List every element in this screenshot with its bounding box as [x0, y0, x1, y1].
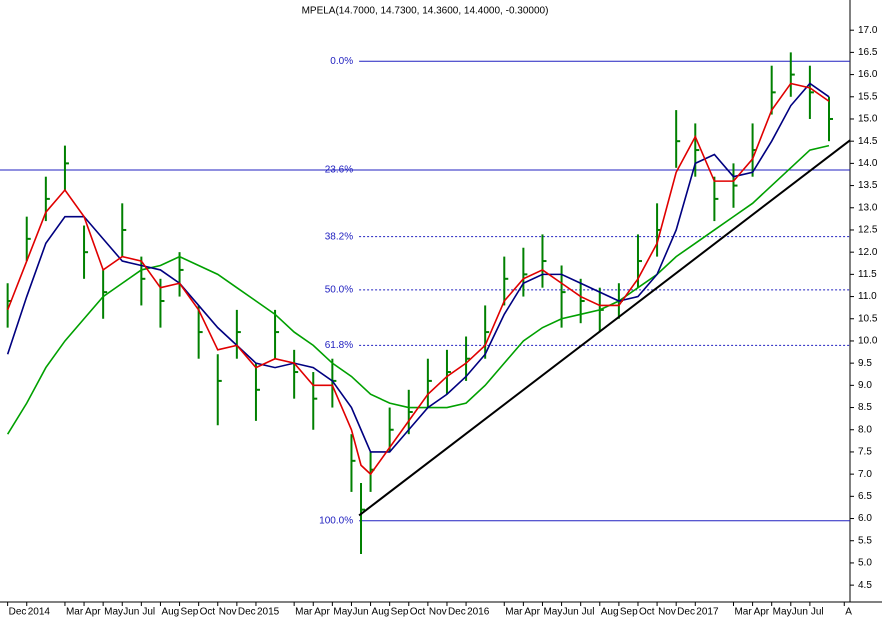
- y-tick-label: 9.5: [858, 358, 872, 369]
- x-tick-label: Apr: [524, 607, 540, 618]
- y-tick-label: 6.5: [858, 491, 872, 502]
- y-tick-label: 16.5: [858, 47, 878, 58]
- y-tick-label: 13.5: [858, 180, 878, 191]
- x-tick-label: 2017: [696, 607, 719, 618]
- y-tick-label: 6.0: [858, 513, 872, 524]
- y-tick-label: 15.0: [858, 114, 878, 125]
- y-tick-label: 7.0: [858, 469, 872, 480]
- y-tick-label: 12.0: [858, 247, 878, 258]
- x-tick-label: Dec: [9, 607, 27, 618]
- y-tick-label: 11.0: [858, 291, 877, 302]
- trend-line: [358, 139, 851, 517]
- x-tick-label: Aug: [372, 607, 390, 618]
- x-tick-label: Apr: [754, 607, 770, 618]
- y-tick-label: 7.5: [858, 447, 872, 458]
- fib-label: 0.0%: [330, 56, 353, 67]
- x-tick-label: Mar: [505, 607, 523, 618]
- x-tick-label: Mar: [295, 607, 313, 618]
- x-tick-label: Jun: [563, 607, 579, 618]
- fib-label: 100.0%: [319, 515, 353, 526]
- fib-label: 61.8%: [325, 340, 353, 351]
- y-tick-label: 14.5: [858, 136, 878, 147]
- x-tick-label: Mar: [734, 607, 752, 618]
- x-tick-label: Jun: [352, 607, 368, 618]
- x-tick-label: Oct: [639, 607, 655, 618]
- x-tick-label: Jul: [811, 607, 824, 618]
- x-tick-label: Jul: [582, 607, 595, 618]
- x-tick-label: Sep: [620, 607, 638, 618]
- x-tick-label: Oct: [410, 607, 426, 618]
- moving-average: [6, 144, 830, 435]
- y-tick-label: 4.5: [858, 580, 872, 591]
- x-tick-label: Nov: [429, 607, 447, 618]
- fib-label: 50.0%: [325, 285, 353, 296]
- fib-label: 38.2%: [325, 231, 353, 242]
- x-tick-label: Dec: [448, 607, 466, 618]
- x-tick-label: A: [845, 607, 852, 618]
- y-tick-label: 5.0: [858, 558, 872, 569]
- y-tick-label: 16.0: [858, 69, 878, 80]
- x-tick-label: Jun: [792, 607, 808, 618]
- x-tick-label: Apr: [314, 607, 330, 618]
- x-tick-label: Dec: [238, 607, 256, 618]
- x-tick-label: Aug: [161, 607, 179, 618]
- y-tick-label: 9.0: [858, 380, 872, 391]
- y-tick-label: 10.5: [858, 313, 878, 324]
- x-tick-label: 2015: [257, 607, 280, 618]
- y-tick-label: 14.0: [858, 158, 878, 169]
- x-tick-label: Mar: [66, 607, 84, 618]
- x-tick-label: May: [104, 607, 123, 618]
- chart-title: MPELA(14.7000, 14.7300, 14.3600, 14.4000…: [302, 6, 549, 17]
- moving-average: [6, 82, 830, 476]
- y-tick-label: 17.0: [858, 25, 878, 36]
- x-tick-label: Jul: [142, 607, 155, 618]
- x-tick-label: May: [773, 607, 792, 618]
- x-tick-label: Oct: [200, 607, 216, 618]
- x-tick-label: May: [333, 607, 352, 618]
- y-tick-label: 8.0: [858, 424, 872, 435]
- x-tick-label: May: [543, 607, 562, 618]
- x-tick-label: Dec: [677, 607, 695, 618]
- x-tick-label: 2014: [28, 607, 51, 618]
- x-tick-label: Nov: [219, 607, 237, 618]
- x-tick-label: Sep: [181, 607, 199, 618]
- y-tick-label: 11.5: [858, 269, 877, 280]
- y-tick-label: 10.0: [858, 336, 878, 347]
- x-tick-label: Apr: [85, 607, 101, 618]
- y-tick-label: 15.5: [858, 91, 878, 102]
- x-tick-label: Aug: [601, 607, 619, 618]
- x-tick-label: Jun: [123, 607, 139, 618]
- y-tick-label: 12.5: [858, 225, 878, 236]
- x-tick-label: 2016: [467, 607, 490, 618]
- y-tick-label: 13.0: [858, 202, 878, 213]
- x-tick-label: Nov: [658, 607, 676, 618]
- moving-average: [6, 82, 830, 453]
- x-tick-label: Sep: [391, 607, 409, 618]
- fib-label: 23.6%: [325, 165, 353, 176]
- y-tick-label: 8.5: [858, 402, 872, 413]
- y-tick-label: 5.5: [858, 535, 872, 546]
